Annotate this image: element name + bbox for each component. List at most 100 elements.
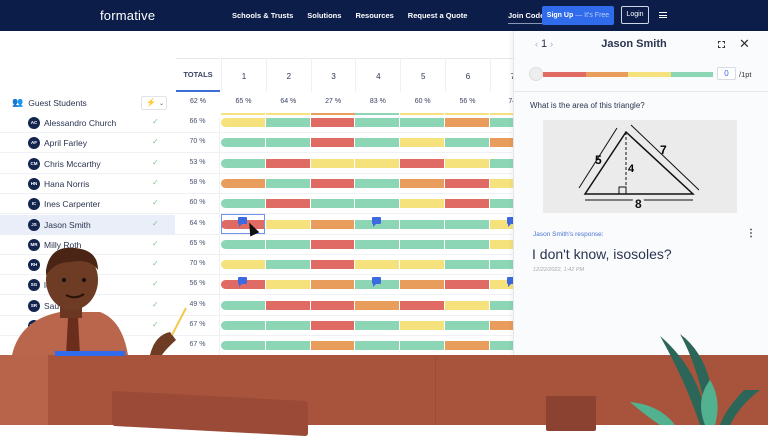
response-cell[interactable] — [355, 199, 400, 209]
expand-icon[interactable] — [718, 41, 725, 48]
response-cell[interactable] — [265, 178, 310, 188]
nav-link-quote[interactable]: Request a Quote — [407, 11, 468, 20]
response-cell[interactable] — [400, 138, 444, 148]
response-cell[interactable] — [310, 321, 355, 330]
response-cell[interactable] — [265, 280, 310, 290]
response-cell[interactable] — [489, 239, 534, 249]
response-cell[interactable] — [445, 321, 489, 330]
response-cell[interactable] — [445, 199, 489, 209]
nav-link-resources[interactable]: Resources — [355, 11, 394, 20]
response-cell[interactable] — [310, 260, 355, 270]
comment-flag-icon[interactable] — [238, 277, 247, 288]
response-cell[interactable] — [265, 321, 310, 330]
response-cell[interactable] — [221, 178, 265, 188]
response-cell[interactable] — [221, 199, 265, 209]
response-cell[interactable] — [265, 341, 310, 351]
student-row[interactable]: AC Alessandro Church ✓ 66 % — [0, 113, 534, 138]
prev-question-icon[interactable]: ‹ — [535, 39, 538, 49]
response-cell[interactable] — [265, 158, 310, 168]
score-slider-handle[interactable] — [529, 67, 543, 81]
column-header-6[interactable]: 6 — [445, 58, 490, 92]
response-cell[interactable] — [400, 158, 444, 168]
student-name-cell[interactable]: HN Hana Norris ✓ — [0, 174, 175, 194]
response-cell[interactable] — [400, 280, 444, 290]
column-header-2[interactable]: 2 — [265, 58, 311, 92]
score-scale[interactable] — [543, 72, 713, 77]
student-name-cell[interactable]: IC Ines Carpenter ✓ — [0, 194, 175, 214]
response-cell[interactable] — [489, 341, 534, 351]
student-row[interactable]: HN Hana Norris ✓ 58 % — [0, 174, 534, 199]
response-cell[interactable] — [445, 219, 489, 229]
response-cell[interactable] — [221, 341, 265, 351]
student-name-cell[interactable]: AF April Farley ✓ — [0, 133, 175, 153]
response-cell[interactable] — [355, 260, 400, 270]
response-cell[interactable] — [445, 118, 489, 127]
response-cell[interactable] — [355, 321, 400, 330]
score-input[interactable]: 0 — [717, 67, 736, 80]
response-cell[interactable] — [310, 280, 355, 290]
join-code-link[interactable]: Join Code — [508, 11, 545, 24]
response-cell[interactable] — [445, 178, 489, 188]
response-cell[interactable] — [489, 321, 534, 330]
totals-header[interactable]: TOTALS — [176, 58, 220, 92]
response-cell[interactable] — [400, 239, 444, 249]
response-cell[interactable] — [310, 219, 355, 229]
student-row[interactable]: CM Chris Mccarthy ✓ 53 % — [0, 154, 534, 179]
column-header-1[interactable]: 1 — [221, 58, 266, 92]
response-cell[interactable] — [355, 178, 400, 188]
response-cell[interactable] — [221, 216, 265, 229]
hamburger-icon[interactable] — [659, 12, 667, 18]
selected-cell[interactable] — [221, 214, 265, 234]
response-cell[interactable] — [445, 300, 489, 310]
response-cell[interactable] — [400, 219, 444, 229]
response-cell[interactable] — [400, 321, 444, 330]
response-cell[interactable] — [265, 239, 310, 249]
response-cell[interactable] — [265, 199, 310, 209]
response-cell[interactable] — [221, 277, 265, 290]
response-cell[interactable] — [489, 216, 534, 229]
response-cell[interactable] — [489, 158, 534, 168]
response-cell[interactable] — [310, 341, 355, 351]
response-cell[interactable] — [265, 219, 310, 229]
response-cell[interactable] — [400, 341, 444, 351]
student-row[interactable]: JS Jason Smith ✓ 64 % — [0, 214, 534, 240]
response-cell[interactable] — [310, 300, 355, 310]
close-icon[interactable]: ✕ — [739, 36, 750, 51]
response-cell[interactable] — [221, 321, 265, 330]
column-header-5[interactable]: 5 — [400, 58, 446, 92]
response-cell[interactable] — [221, 158, 265, 168]
response-cell[interactable] — [265, 118, 310, 127]
nav-link-schools[interactable]: Schools & Trusts — [232, 11, 294, 20]
response-cell[interactable] — [489, 260, 534, 270]
nav-link-solutions[interactable]: Solutions — [307, 11, 342, 20]
response-cell[interactable] — [310, 199, 355, 209]
comment-flag-icon[interactable] — [506, 277, 516, 288]
response-cell[interactable] — [445, 138, 489, 148]
student-row[interactable]: MR Milly Roth ✓ 65 % — [0, 235, 534, 260]
student-name-cell[interactable]: SR Sau h ✓ — [0, 296, 175, 316]
response-cell[interactable] — [221, 300, 265, 310]
response-cell[interactable] — [355, 277, 400, 290]
student-row[interactable]: WB✓67 % — [0, 316, 534, 341]
response-cell[interactable] — [310, 178, 355, 188]
response-cell[interactable] — [489, 277, 534, 290]
response-cell[interactable] — [400, 118, 444, 127]
response-cell[interactable] — [221, 118, 265, 127]
column-header-3[interactable]: 3 — [310, 58, 356, 92]
comment-flag-icon[interactable] — [372, 216, 382, 227]
response-cell[interactable] — [489, 199, 534, 209]
response-cell[interactable] — [445, 280, 489, 290]
login-button[interactable]: Login — [621, 6, 649, 24]
student-name-cell[interactable]: MR Milly Roth ✓ — [0, 235, 175, 255]
response-cell[interactable] — [310, 158, 355, 168]
lightning-dropdown[interactable]: ⚡ ⌄ — [141, 96, 167, 110]
sign-up-button[interactable]: Sign Up — It's Free — [542, 6, 614, 25]
comment-flag-icon[interactable] — [372, 277, 382, 288]
column-header-7[interactable]: 7 — [489, 58, 535, 92]
response-cell[interactable] — [355, 341, 400, 351]
response-cell[interactable] — [221, 138, 265, 148]
student-row[interactable]: SGles✓56 % — [0, 275, 534, 301]
response-cell[interactable] — [400, 199, 444, 209]
response-cell[interactable] — [310, 239, 355, 249]
response-cell[interactable] — [489, 300, 534, 310]
